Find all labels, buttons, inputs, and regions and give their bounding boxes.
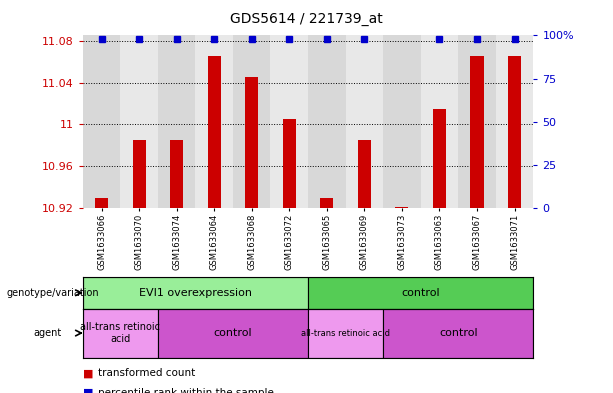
Bar <box>158 309 308 358</box>
Bar <box>120 35 158 208</box>
Bar <box>346 35 383 208</box>
Bar <box>283 119 296 208</box>
Bar <box>421 35 458 208</box>
Bar <box>508 56 521 208</box>
Bar <box>458 35 496 208</box>
Bar <box>320 198 333 208</box>
Bar <box>308 277 533 309</box>
Text: all-trans retinoic
acid: all-trans retinoic acid <box>80 322 161 344</box>
Text: ■: ■ <box>83 388 93 393</box>
Bar <box>308 309 383 358</box>
Bar <box>433 109 446 208</box>
Text: GDS5614 / 221739_at: GDS5614 / 221739_at <box>230 12 383 26</box>
Bar <box>158 35 196 208</box>
Bar <box>270 35 308 208</box>
Bar <box>496 35 533 208</box>
Bar <box>170 140 183 208</box>
Bar <box>308 35 346 208</box>
Bar <box>208 56 221 208</box>
Bar <box>470 56 484 208</box>
Bar <box>196 35 233 208</box>
Bar <box>245 77 258 208</box>
Text: control: control <box>402 288 440 298</box>
Bar <box>233 35 270 208</box>
Bar <box>358 140 371 208</box>
Text: EVI1 overexpression: EVI1 overexpression <box>139 288 252 298</box>
Bar <box>83 277 308 309</box>
Text: transformed count: transformed count <box>98 368 196 378</box>
Bar <box>383 35 421 208</box>
Bar <box>95 198 108 208</box>
Text: agent: agent <box>34 328 62 338</box>
Text: control: control <box>439 328 478 338</box>
Text: genotype/variation: genotype/variation <box>6 288 99 298</box>
Text: control: control <box>213 328 253 338</box>
Bar <box>83 35 120 208</box>
Bar <box>83 309 158 358</box>
Bar <box>383 309 533 358</box>
Text: ■: ■ <box>83 368 93 378</box>
Text: all-trans retinoic acid: all-trans retinoic acid <box>301 329 390 338</box>
Text: percentile rank within the sample: percentile rank within the sample <box>98 388 274 393</box>
Bar <box>395 207 408 208</box>
Bar <box>132 140 146 208</box>
